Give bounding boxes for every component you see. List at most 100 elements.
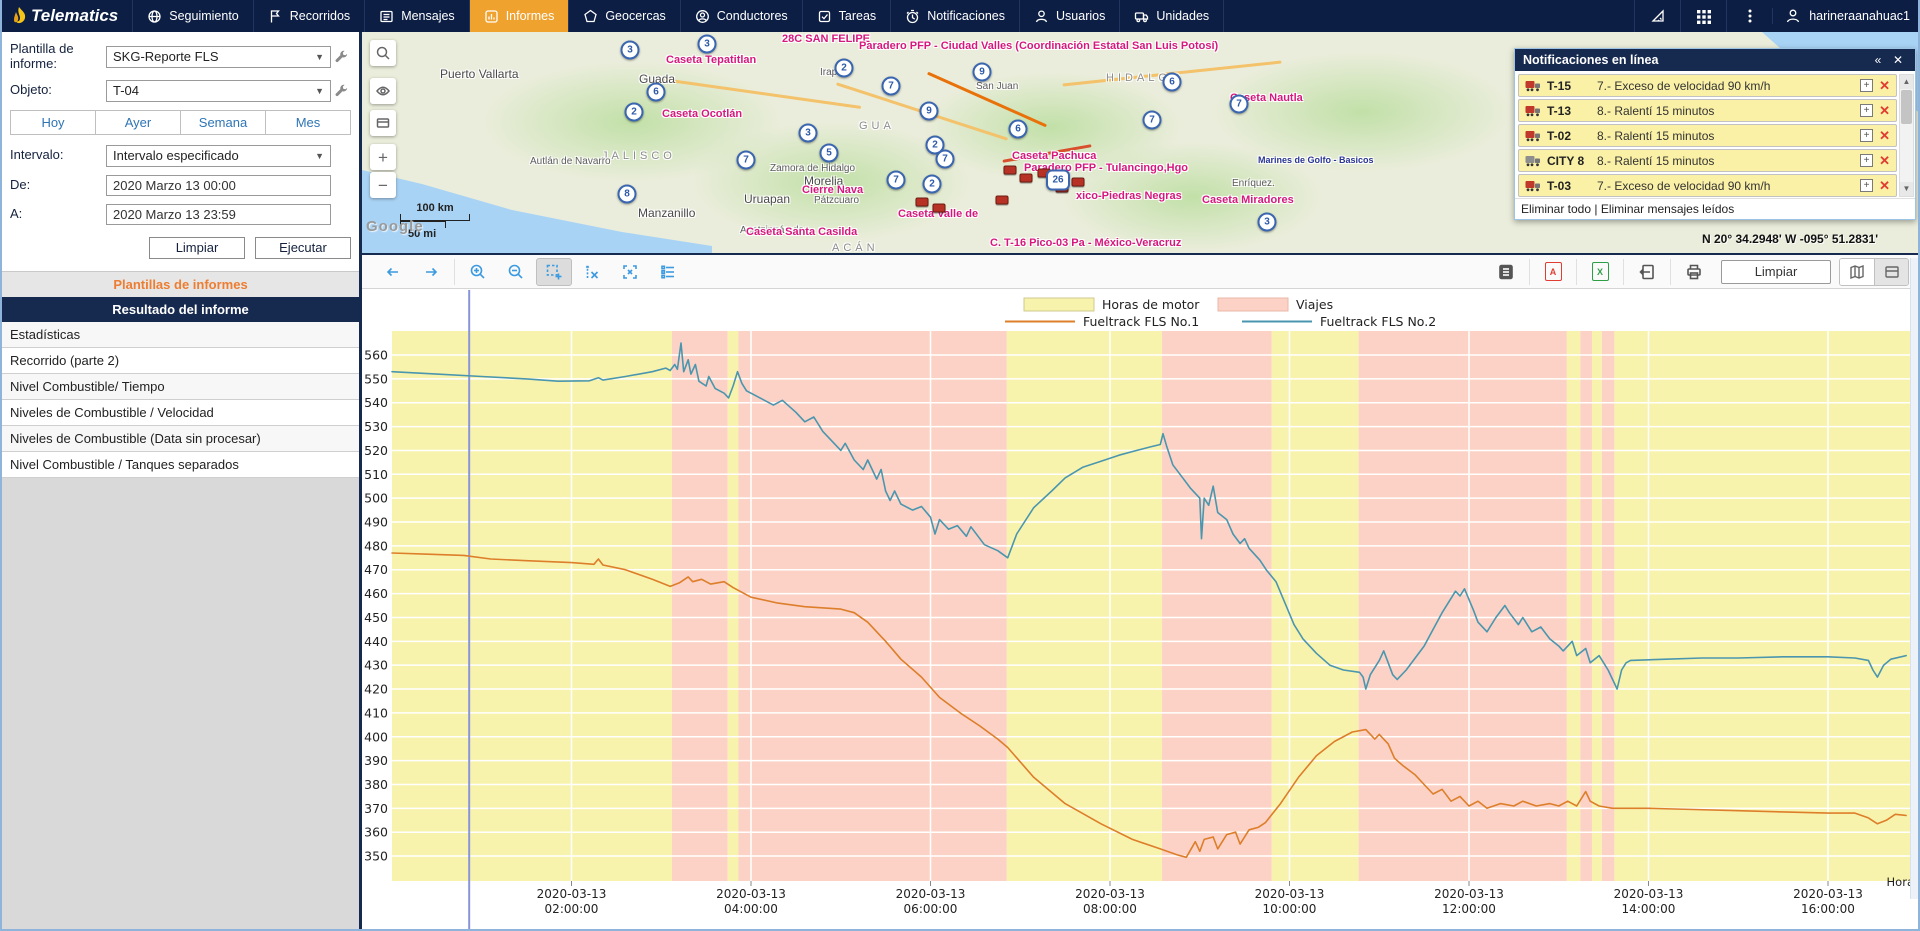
notifications-scrollbar[interactable]: ▲ ▼ (1899, 74, 1914, 197)
nav-tab-usuarios[interactable]: Usuarios (1019, 0, 1119, 32)
import-export-button[interactable] (1629, 258, 1665, 286)
object-settings-wrench-icon[interactable] (331, 84, 351, 98)
unit-cluster-marker[interactable]: 7 (1229, 94, 1249, 114)
unit-cluster-marker[interactable]: 3 (697, 34, 717, 54)
expand-icon[interactable]: + (1860, 79, 1874, 92)
map-search-button[interactable] (370, 40, 396, 66)
series-visibility-button[interactable] (650, 258, 686, 286)
unit-cluster-marker[interactable]: 5 (819, 143, 839, 163)
nav-tab-unidades[interactable]: Unidades (1119, 0, 1225, 32)
map-view-toggle-icon[interactable] (1840, 258, 1874, 285)
delete-notification-icon[interactable]: ✕ (1879, 177, 1890, 193)
zoom-in-button[interactable] (460, 258, 496, 286)
expand-icon[interactable]: + (1860, 104, 1874, 117)
notification-row[interactable]: T-13 8.- Ralentí 15 minutos + ✕ (1518, 99, 1897, 122)
close-icon[interactable]: ✕ (1892, 53, 1904, 67)
scroll-up-icon[interactable]: ▲ (1900, 75, 1913, 89)
nav-tab-recorridos[interactable]: Recorridos (252, 0, 364, 32)
expand-icon[interactable]: + (1860, 154, 1874, 167)
range-week-button[interactable]: Semana (181, 110, 266, 134)
unit-cluster-marker[interactable]: 3 (798, 123, 818, 143)
nav-tab-conductores[interactable]: Conductores (679, 0, 802, 32)
unit-cluster-marker[interactable]: 6 (1162, 72, 1182, 92)
notification-row[interactable]: T-03 7.- Exceso de velocidad 90 km/h + ✕ (1518, 174, 1897, 197)
unit-truck-marker[interactable] (915, 197, 929, 207)
interval-select[interactable]: Intervalo especificado ▼ (106, 144, 331, 167)
unit-truck-marker[interactable] (1003, 165, 1017, 175)
pan-left-button[interactable] (375, 258, 411, 286)
unit-cluster-marker[interactable]: 7 (935, 149, 955, 169)
kebab-menu-icon[interactable] (1726, 0, 1772, 32)
unit-truck-marker[interactable] (932, 203, 946, 213)
notification-row[interactable]: CITY 8 8.- Ralentí 15 minutos + ✕ (1518, 149, 1897, 172)
object-select[interactable]: T-04 ▼ (106, 79, 331, 102)
map-layers-button[interactable] (370, 110, 396, 136)
x-axis-zoom-button[interactable] (574, 258, 610, 286)
result-item[interactable]: Recorrido (parte 2) (2, 347, 359, 374)
unit-cluster-marker[interactable]: 7 (886, 170, 906, 190)
expand-icon[interactable]: + (1860, 129, 1874, 142)
map-canvas[interactable]: Puerto Vallarta Guada JALISCO Autlán de Nav… (362, 32, 1918, 253)
from-date-input[interactable] (106, 174, 331, 196)
nav-tab-seguimiento[interactable]: Seguimiento (132, 0, 253, 32)
nav-tab-notificaciones[interactable]: Notificaciones (890, 0, 1019, 32)
notification-row[interactable]: T-02 8.- Ralentí 15 minutos + ✕ (1518, 124, 1897, 147)
range-today-button[interactable]: Hoy (11, 110, 96, 134)
nav-tab-geocercas[interactable]: Geocercas (568, 0, 679, 32)
map-visibility-button[interactable] (370, 78, 396, 104)
nav-tab-informes[interactable]: Informes (468, 0, 569, 32)
unit-cluster-marker[interactable]: 7 (881, 76, 901, 96)
result-item[interactable]: Niveles de Combustible (Data sin procesa… (2, 425, 359, 452)
collapse-icon[interactable]: « (1874, 53, 1882, 67)
pan-right-button[interactable] (413, 258, 449, 286)
map-zoom-in-button[interactable]: + (370, 144, 396, 170)
scrollbar-thumb[interactable] (1901, 90, 1912, 124)
unit-cluster-marker[interactable]: 9 (919, 101, 939, 121)
panel-view-toggle-icon[interactable] (1874, 258, 1908, 285)
delete-notification-icon[interactable]: ✕ (1879, 77, 1890, 93)
print-button[interactable] (1676, 258, 1712, 286)
expand-icon[interactable]: + (1860, 179, 1874, 192)
delete-notification-icon[interactable]: ✕ (1879, 152, 1890, 168)
unit-cluster-marker[interactable]: 9 (972, 62, 992, 82)
nav-tab-tareas[interactable]: Tareas (801, 0, 891, 32)
scroll-down-icon[interactable]: ▼ (1900, 182, 1913, 196)
range-month-button[interactable]: Mes (266, 110, 350, 134)
result-section-header[interactable]: Resultado del informe (2, 296, 359, 322)
unit-cluster-marker[interactable]: 26 (1046, 169, 1070, 191)
clear-form-button[interactable]: Limpiar (149, 236, 245, 259)
fit-view-button[interactable] (612, 258, 648, 286)
notifications-footer[interactable]: Eliminar todo | Eliminar mensajes leídos (1515, 198, 1915, 218)
unit-cluster-marker[interactable]: 7 (1142, 110, 1162, 130)
unit-truck-marker[interactable] (995, 195, 1009, 205)
zoom-out-button[interactable] (498, 258, 534, 286)
unit-truck-marker[interactable] (1071, 177, 1085, 187)
result-item[interactable]: Estadísticas (2, 321, 359, 348)
unit-cluster-marker[interactable]: 7 (736, 150, 756, 170)
unit-cluster-marker[interactable]: 2 (922, 174, 942, 194)
template-settings-wrench-icon[interactable] (331, 50, 351, 64)
execute-button[interactable]: Ejecutar (255, 236, 351, 259)
apps-grid-icon[interactable] (1680, 0, 1726, 32)
report-table-button[interactable] (1488, 258, 1524, 286)
unit-cluster-marker[interactable]: 3 (620, 40, 640, 60)
unit-cluster-marker[interactable]: 8 (617, 184, 637, 204)
result-item[interactable]: Nivel Combustible / Tanques separados (2, 451, 359, 478)
templates-section-header[interactable]: Plantillas de informes (2, 270, 359, 297)
range-yesterday-button[interactable]: Ayer (96, 110, 181, 134)
result-item[interactable]: Nivel Combustible/ Tiempo (2, 373, 359, 400)
unit-truck-marker[interactable] (1019, 173, 1033, 183)
chart-clear-button[interactable]: Limpiar (1721, 259, 1831, 284)
result-item[interactable]: Niveles de Combustible / Velocidad (2, 399, 359, 426)
unit-cluster-marker[interactable]: 6 (646, 82, 666, 102)
map-zoom-out-button[interactable]: − (370, 172, 396, 198)
user-menu[interactable]: harineraanahuac1 (1772, 8, 1918, 24)
ruler-icon[interactable] (1634, 0, 1680, 32)
nav-tab-mensajes[interactable]: Mensajes (364, 0, 469, 32)
unit-cluster-marker[interactable]: 2 (834, 58, 854, 78)
delete-notification-icon[interactable]: ✕ (1879, 127, 1890, 143)
to-date-input[interactable] (106, 203, 331, 225)
marquee-zoom-button[interactable] (536, 257, 572, 286)
export-pdf-button[interactable]: A (1535, 258, 1571, 286)
unit-cluster-marker[interactable]: 2 (624, 102, 644, 122)
